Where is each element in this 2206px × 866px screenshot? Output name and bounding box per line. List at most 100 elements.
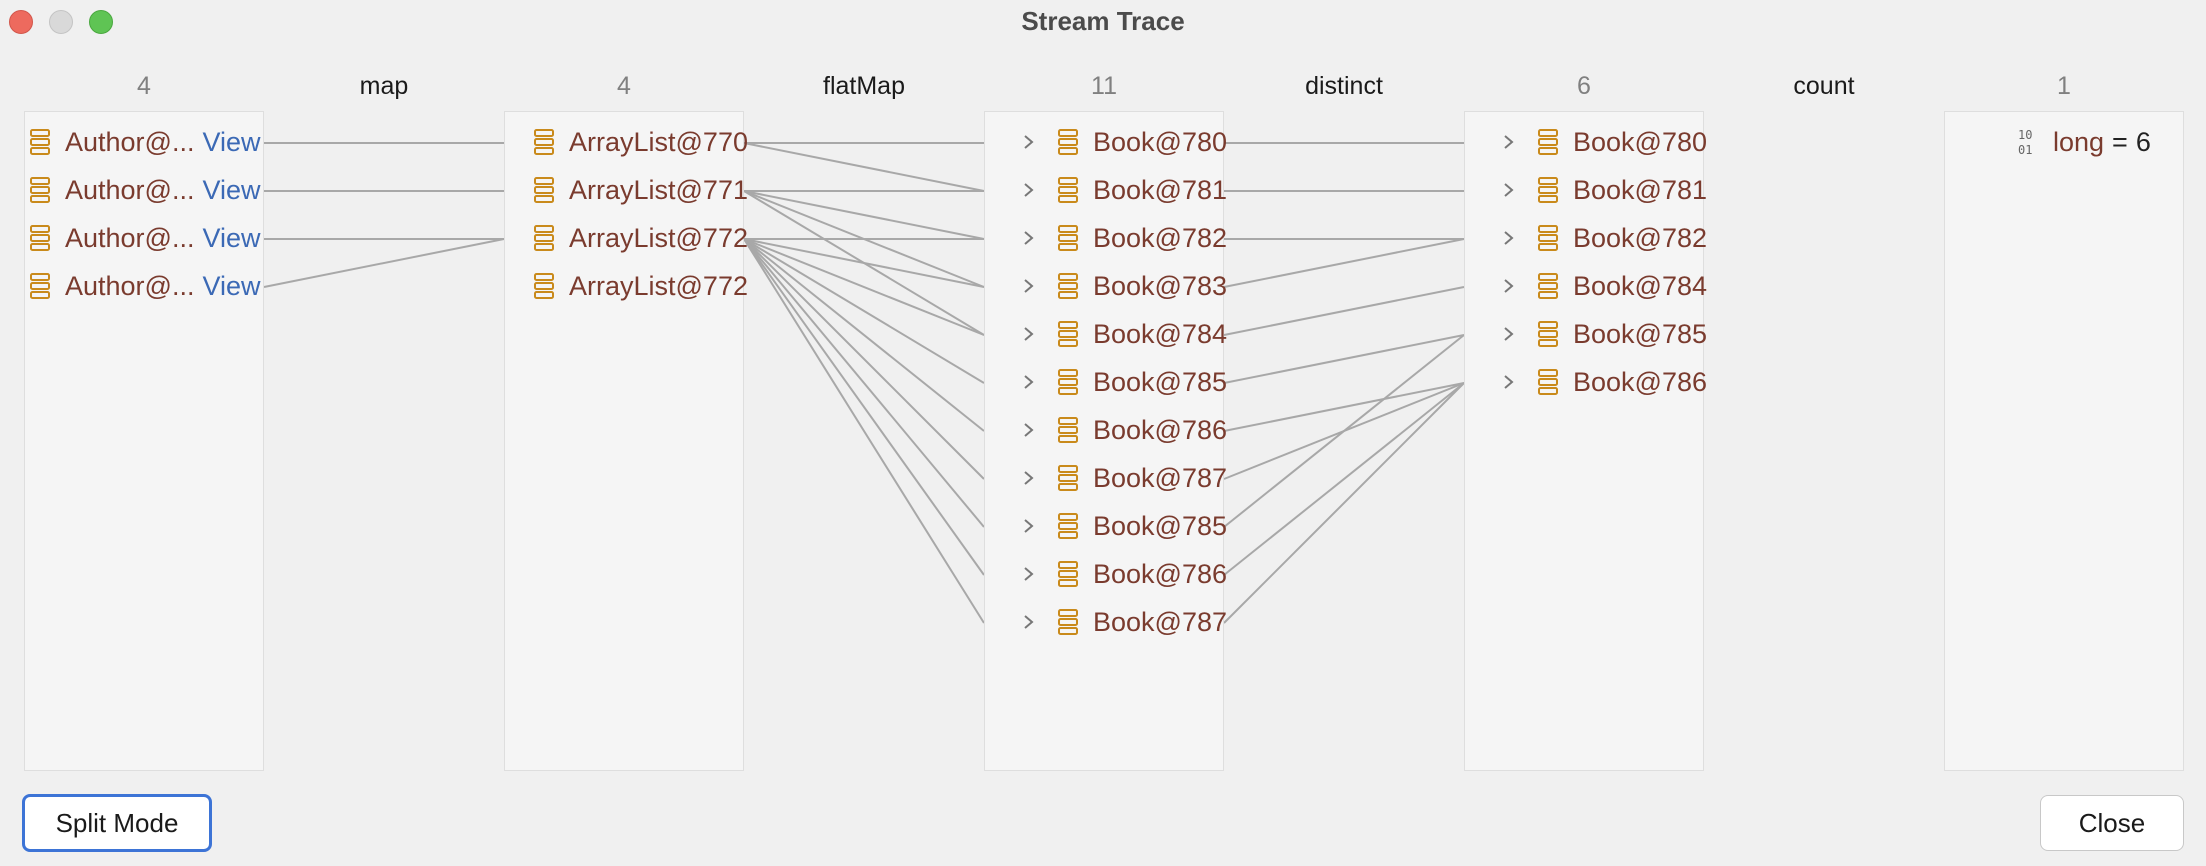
chevron-right-icon[interactable]: [1499, 223, 1519, 253]
item-label: Book@781: [1093, 174, 1227, 205]
list-item[interactable]: Author@... View: [25, 118, 261, 166]
item-label: Book@786: [1573, 366, 1707, 397]
result-item[interactable]: 10 01 long = 6: [2017, 118, 2151, 166]
object-icon: [534, 273, 554, 299]
item-label: Book@785: [1573, 318, 1707, 349]
link-distinct-10: [1223, 382, 1465, 624]
list-item[interactable]: Book@780: [1499, 118, 1707, 166]
list-item[interactable]: Book@786: [1499, 358, 1707, 406]
link-flatmap-8: [743, 238, 985, 336]
chevron-right-icon[interactable]: [1499, 127, 1519, 157]
item-label: ArrayList@770: [569, 126, 748, 157]
object-icon: [30, 177, 50, 203]
object-icon: [1058, 561, 1078, 587]
link-flatmap-1: [743, 142, 985, 192]
link-distinct-8: [1223, 334, 1465, 528]
item-label: Author@...: [65, 222, 195, 253]
item-label: Book@786: [1093, 558, 1227, 589]
close-button[interactable]: Close: [2040, 795, 2184, 851]
link-distinct-6: [1223, 382, 1465, 432]
list-item[interactable]: Book@781: [1499, 166, 1707, 214]
chevron-right-icon[interactable]: [1499, 271, 1519, 301]
chevron-right-icon[interactable]: [1019, 415, 1039, 445]
chevron-right-icon[interactable]: [1019, 223, 1039, 253]
object-icon: [1058, 417, 1078, 443]
link-distinct-7: [1223, 382, 1465, 480]
chevron-right-icon[interactable]: [1019, 367, 1039, 397]
chevron-right-icon[interactable]: [1019, 319, 1039, 349]
link-flatmap-7: [743, 238, 985, 288]
chevron-right-icon[interactable]: [1499, 319, 1519, 349]
column-count-source: 4: [137, 72, 151, 100]
object-icon: [1538, 321, 1558, 347]
list-item[interactable]: Book@781: [1019, 166, 1227, 214]
object-icon: [1058, 465, 1078, 491]
object-icon: [1058, 273, 1078, 299]
operation-distinct: distinct: [1305, 72, 1383, 100]
list-item[interactable]: ArrayList@771: [533, 166, 748, 214]
list-item[interactable]: Book@785: [1019, 358, 1227, 406]
window-maximize-control[interactable]: [89, 10, 113, 34]
view-link[interactable]: View: [202, 126, 261, 157]
item-label: Book@782: [1573, 222, 1707, 253]
chevron-right-icon[interactable]: [1019, 559, 1039, 589]
list-item[interactable]: Book@784: [1019, 310, 1227, 358]
chevron-right-icon[interactable]: [1499, 367, 1519, 397]
view-link[interactable]: View: [202, 174, 261, 205]
link-flatmap-5: [743, 190, 985, 336]
split-mode-button[interactable]: Split Mode: [22, 794, 212, 852]
item-label: Book@781: [1573, 174, 1707, 205]
object-icon: [1058, 129, 1078, 155]
list-item[interactable]: Author@... View: [25, 262, 261, 310]
object-icon: [1058, 225, 1078, 251]
object-icon: [1058, 369, 1078, 395]
item-label: Book@780: [1093, 126, 1227, 157]
list-item[interactable]: Book@786: [1019, 406, 1227, 454]
item-label: Author@...: [65, 126, 195, 157]
list-item[interactable]: Author@... View: [25, 214, 261, 262]
chevron-right-icon[interactable]: [1019, 175, 1039, 205]
chevron-right-icon[interactable]: [1019, 463, 1039, 493]
list-item[interactable]: Book@785: [1499, 310, 1707, 358]
list-item[interactable]: Book@782: [1019, 214, 1227, 262]
list-item[interactable]: Book@786: [1019, 550, 1227, 598]
link-flatmap-11: [743, 238, 985, 480]
list-item[interactable]: ArrayList@770: [533, 118, 748, 166]
item-label: ArrayList@772: [569, 222, 748, 253]
operation-map: map: [359, 72, 409, 100]
window-minimize-control[interactable]: [49, 10, 73, 34]
column-count-map: 4: [617, 72, 631, 100]
list-item[interactable]: Book@787: [1019, 454, 1227, 502]
chevron-right-icon[interactable]: [1019, 511, 1039, 541]
item-label: ArrayList@772: [569, 270, 748, 301]
map-panel: ArrayList@770 ArrayList@771 ArrayList@77…: [504, 111, 748, 771]
link-distinct-4: [1223, 286, 1465, 336]
chevron-right-icon[interactable]: [1019, 607, 1039, 637]
link-flatmap-3: [743, 190, 985, 240]
item-label: Book@787: [1093, 462, 1227, 493]
object-icon: [30, 273, 50, 299]
operation-flatmap: flatMap: [823, 72, 905, 100]
list-item[interactable]: Author@... View: [25, 166, 261, 214]
view-link[interactable]: View: [202, 222, 261, 253]
chevron-right-icon[interactable]: [1499, 175, 1519, 205]
list-item[interactable]: ArrayList@772: [533, 214, 748, 262]
window-close-control[interactable]: [9, 10, 33, 34]
list-item[interactable]: ArrayList@772: [533, 262, 748, 310]
list-item[interactable]: Book@780: [1019, 118, 1227, 166]
link-distinct-5: [1223, 334, 1465, 384]
object-icon: [1058, 321, 1078, 347]
chevron-right-icon[interactable]: [1019, 127, 1039, 157]
link-flatmap-4: [743, 190, 985, 288]
result-equals: =: [2112, 126, 2128, 157]
list-item[interactable]: Book@782: [1499, 214, 1707, 262]
view-link[interactable]: View: [202, 270, 261, 301]
chevron-right-icon[interactable]: [1019, 271, 1039, 301]
list-item[interactable]: Book@785: [1019, 502, 1227, 550]
object-icon: [1538, 225, 1558, 251]
list-item[interactable]: Book@784: [1499, 262, 1707, 310]
list-item[interactable]: Book@787: [1019, 598, 1227, 646]
list-item[interactable]: Book@783: [1019, 262, 1227, 310]
column-count-distinct: 6: [1577, 72, 1591, 100]
svg-text:10: 10: [2018, 128, 2032, 142]
